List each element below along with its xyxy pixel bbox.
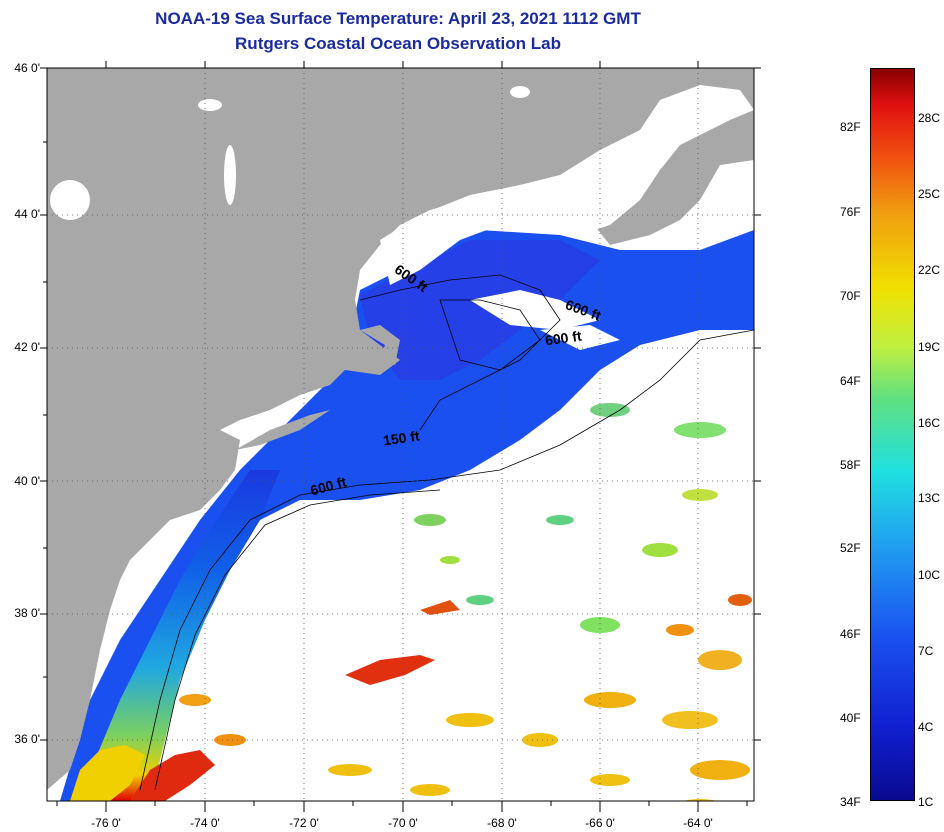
colorbar-f-label: 40F [840, 711, 861, 725]
warm-patch [130, 750, 215, 801]
colorbar-f-label: 82F [840, 120, 861, 134]
offshore-patches [179, 403, 752, 801]
colorbar-f-label: 70F [840, 289, 861, 303]
lon-label: -74 0' [190, 816, 220, 830]
colorbar-c-label: 22C [918, 263, 941, 277]
lat-label: 38 0' [14, 606, 40, 620]
cold-shelf-water [60, 230, 754, 801]
map-frame [46, 67, 755, 802]
colorbar-c-label: 16C [918, 416, 941, 430]
map-subtitle: Rutgers Coastal Ocean Observation Lab [235, 34, 561, 53]
lon-label: -76 0' [91, 816, 121, 830]
lon-label: -70 0' [388, 816, 418, 830]
lat-label: 36 0' [14, 732, 40, 746]
lat-label: 40 0' [14, 474, 40, 488]
colorbar-f-label: 52F [840, 541, 861, 555]
colorbar-c-label: 4C [918, 720, 934, 734]
lon-label: -66 0' [585, 816, 615, 830]
lon-label: -64 0' [683, 816, 713, 830]
lon-label: -72 0' [289, 816, 319, 830]
lon-label: -68 0' [487, 816, 517, 830]
colorbar-c-label: 10C [918, 568, 941, 582]
lat-lon-grid [47, 68, 754, 801]
colorbar-f-label: 46F [840, 627, 861, 641]
lat-label: 44 0' [14, 207, 40, 221]
lat-label: 46 0' [14, 61, 40, 75]
colorbar-c-label: 7C [918, 644, 934, 658]
colorbar-c-label: 13C [918, 491, 941, 505]
temperature-colorbar [870, 68, 915, 801]
colorbar-f-label: 76F [840, 205, 861, 219]
depth-contours [139, 274, 754, 791]
colorbar-c-label: 25C [918, 187, 941, 201]
colorbar-f-label: 58F [840, 458, 861, 472]
colorbar-f-label: 64F [840, 374, 861, 388]
colorbar-c-label: 1C [918, 795, 934, 809]
land-mass [47, 68, 754, 790]
axis-ticks [40, 61, 761, 812]
colorbar-c-label: 28C [918, 111, 941, 125]
lat-label: 42 0' [14, 340, 40, 354]
map-title: NOAA-19 Sea Surface Temperature: April 2… [155, 9, 641, 28]
coastal-gradient [95, 470, 280, 801]
colorbar-c-label: 19C [918, 340, 941, 354]
colorbar-f-label: 34F [840, 795, 861, 809]
